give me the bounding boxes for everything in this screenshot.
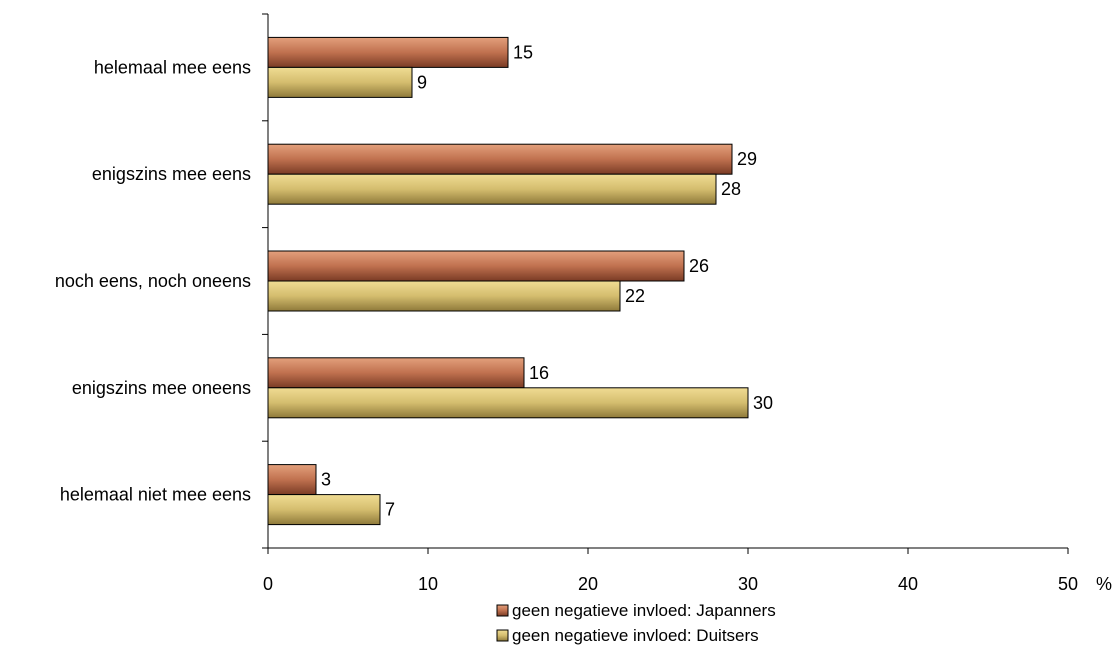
x-tick-label: 50 <box>1058 574 1078 594</box>
data-label: 30 <box>753 393 773 413</box>
x-tick-label: 10 <box>418 574 438 594</box>
bar <box>267 387 749 419</box>
bar <box>267 250 685 282</box>
category-labels: helemaal mee eens enigszins mee eens noch … <box>55 57 251 504</box>
data-label: 15 <box>513 42 533 62</box>
bars: 15 9 29 28 26 22 16 30 3 7 <box>267 36 773 526</box>
x-tick-label: 0 <box>263 574 273 594</box>
legend: geen negatieve invloed: Japanners geen n… <box>496 601 776 645</box>
category-label: helemaal mee eens <box>94 57 251 77</box>
data-label: 26 <box>689 256 709 276</box>
data-label: 22 <box>625 286 645 306</box>
legend-label-japanners: geen negatieve invloed: Japanners <box>512 601 776 620</box>
x-axis-unit: % <box>1096 574 1112 594</box>
axes <box>262 13 1068 549</box>
x-tick-label: 20 <box>578 574 598 594</box>
data-label: 7 <box>385 500 395 520</box>
bar <box>267 66 413 98</box>
category-label: helemaal niet mee eens <box>60 485 251 505</box>
bar <box>267 280 621 312</box>
legend-label-duitsers: geen negatieve invloed: Duitsers <box>512 626 759 645</box>
data-label: 28 <box>721 179 741 199</box>
x-axis-ticks: 0 10 20 30 40 50 <box>263 548 1078 594</box>
legend-swatch-japanners <box>496 604 509 617</box>
category-label: enigszins mee oneens <box>72 378 251 398</box>
bar <box>267 494 381 526</box>
x-tick-label: 40 <box>898 574 918 594</box>
bar <box>267 36 509 68</box>
data-label: 9 <box>417 72 427 92</box>
category-label: enigszins mee eens <box>92 164 251 184</box>
bar <box>267 173 717 205</box>
data-label: 16 <box>529 363 549 383</box>
x-tick-label: 30 <box>738 574 758 594</box>
category-label: noch eens, noch oneens <box>55 271 251 291</box>
bar <box>267 464 317 496</box>
legend-swatch-duitsers <box>496 629 509 642</box>
bar <box>267 357 525 389</box>
data-label: 3 <box>321 470 331 490</box>
bar <box>267 143 733 175</box>
data-label: 29 <box>737 149 757 169</box>
